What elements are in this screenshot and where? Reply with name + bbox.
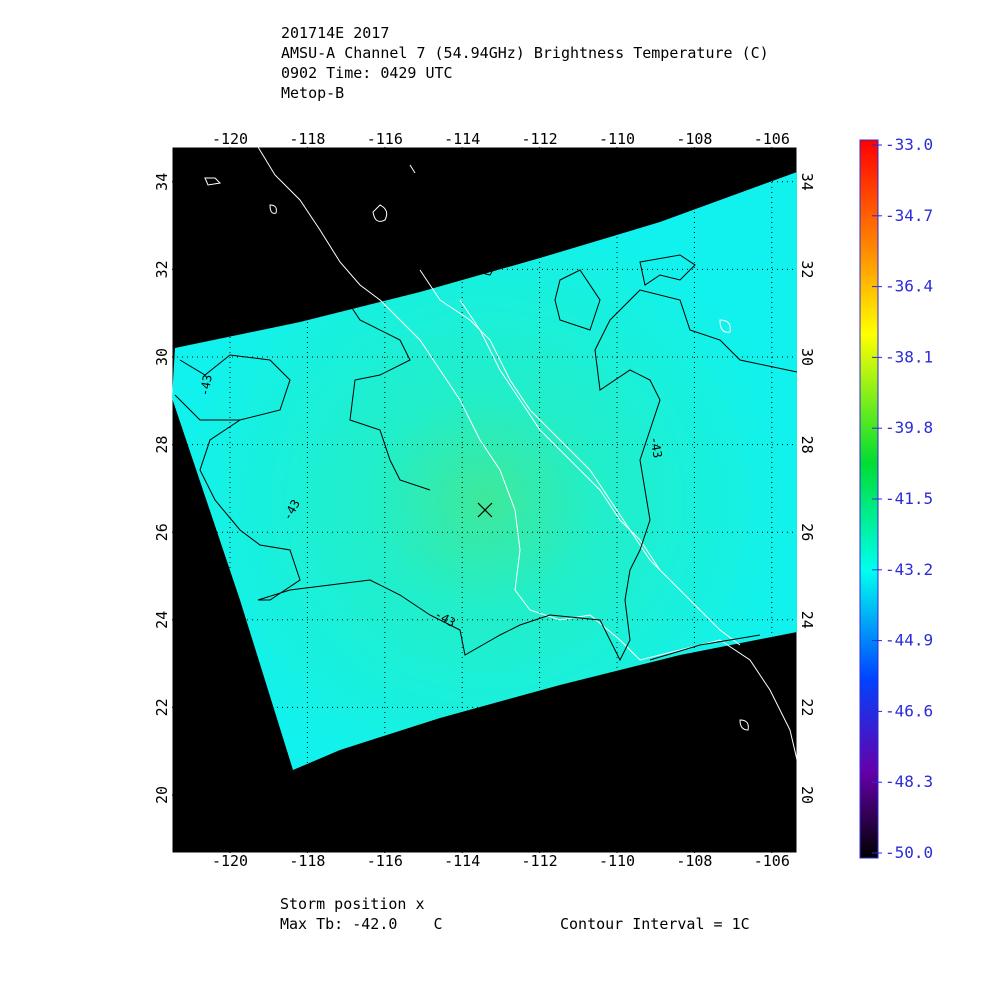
map: -43-43-43-43 — [172, 147, 797, 853]
storm-marker — [477, 502, 493, 518]
lat-label-left: 26 — [153, 523, 171, 541]
max-tb: Max Tb: -42.0 C — [280, 915, 443, 933]
lon-label-bottom: -118 — [289, 852, 325, 870]
lat-label-right: 24 — [798, 611, 816, 629]
colorbar: -33.0 -34.7 -36.4 -38.1 -39.8 -41.5 -43.2 -44.9… — [859, 135, 933, 862]
coastline — [204, 147, 797, 761]
header: 201714E 2017 AMSU-A Channel 7 (54.94GHz) … — [281, 24, 769, 102]
lon-label-top: -108 — [676, 130, 712, 148]
lon-label-bottom: -110 — [599, 852, 635, 870]
lat-label-left: 20 — [153, 786, 171, 804]
colorbar-label: -48.3 — [885, 772, 933, 791]
colorbar-label: -33.0 — [885, 135, 933, 154]
axis-ticks: -120 -120 -118 -118 -116 -116 -114 -114 -112 -112… — [153, 130, 816, 870]
lon-label-top: -114 — [444, 130, 480, 148]
colorbar-label: -43.2 — [885, 560, 933, 579]
storm-position: Storm position x — [280, 895, 425, 913]
lat-label-left: 34 — [153, 173, 171, 191]
grid — [172, 147, 797, 853]
lon-label-bottom: -116 — [367, 852, 403, 870]
header-line: Metop-B — [281, 84, 344, 102]
colorbar-label: -46.6 — [885, 701, 933, 720]
colorbar-label: -50.0 — [885, 843, 933, 862]
lat-label-left: 22 — [153, 698, 171, 716]
lon-label-bottom: -108 — [676, 852, 712, 870]
lon-label-top: -106 — [754, 130, 790, 148]
lon-label-bottom: -120 — [212, 852, 248, 870]
lat-label-left: 24 — [153, 611, 171, 629]
lat-label-right: 26 — [798, 523, 816, 541]
lon-label-top: -110 — [599, 130, 635, 148]
lat-label-left: 30 — [153, 348, 171, 366]
lon-label-top: -118 — [289, 130, 325, 148]
colorbar-label: -38.1 — [885, 347, 933, 366]
contour — [174, 254, 797, 662]
lon-label-bottom: -106 — [754, 852, 790, 870]
lat-label-right: 22 — [798, 698, 816, 716]
colorbar-label: -41.5 — [885, 489, 933, 508]
lat-label-right: 32 — [798, 260, 816, 278]
colorbar-label: -44.9 — [885, 631, 933, 650]
swath — [172, 172, 797, 770]
contour-label: -43 — [647, 435, 665, 459]
lon-label-bottom: -114 — [444, 852, 480, 870]
header-line: AMSU-A Channel 7 (54.94GHz) Brightness T… — [281, 44, 769, 62]
colorbar-label: -39.8 — [885, 418, 933, 437]
lon-label-bottom: -112 — [522, 852, 558, 870]
colorbar-label: -36.4 — [885, 277, 933, 296]
lat-label-right: 28 — [798, 436, 816, 454]
lon-label-top: -116 — [367, 130, 403, 148]
lon-label-top: -112 — [522, 130, 558, 148]
contour-label: -43 — [197, 373, 215, 397]
header-line: 201714E 2017 — [281, 24, 389, 42]
contour-interval: Contour Interval = 1C — [560, 915, 750, 933]
lat-label-left: 28 — [153, 436, 171, 454]
header-line: 0902 Time: 0429 UTC — [281, 64, 453, 82]
colorbar-label: -34.7 — [885, 206, 933, 225]
lat-label-right: 34 — [798, 173, 816, 191]
lat-label-left: 32 — [153, 260, 171, 278]
lon-label-top: -120 — [212, 130, 248, 148]
lat-label-right: 20 — [798, 786, 816, 804]
lat-label-right: 30 — [798, 348, 816, 366]
